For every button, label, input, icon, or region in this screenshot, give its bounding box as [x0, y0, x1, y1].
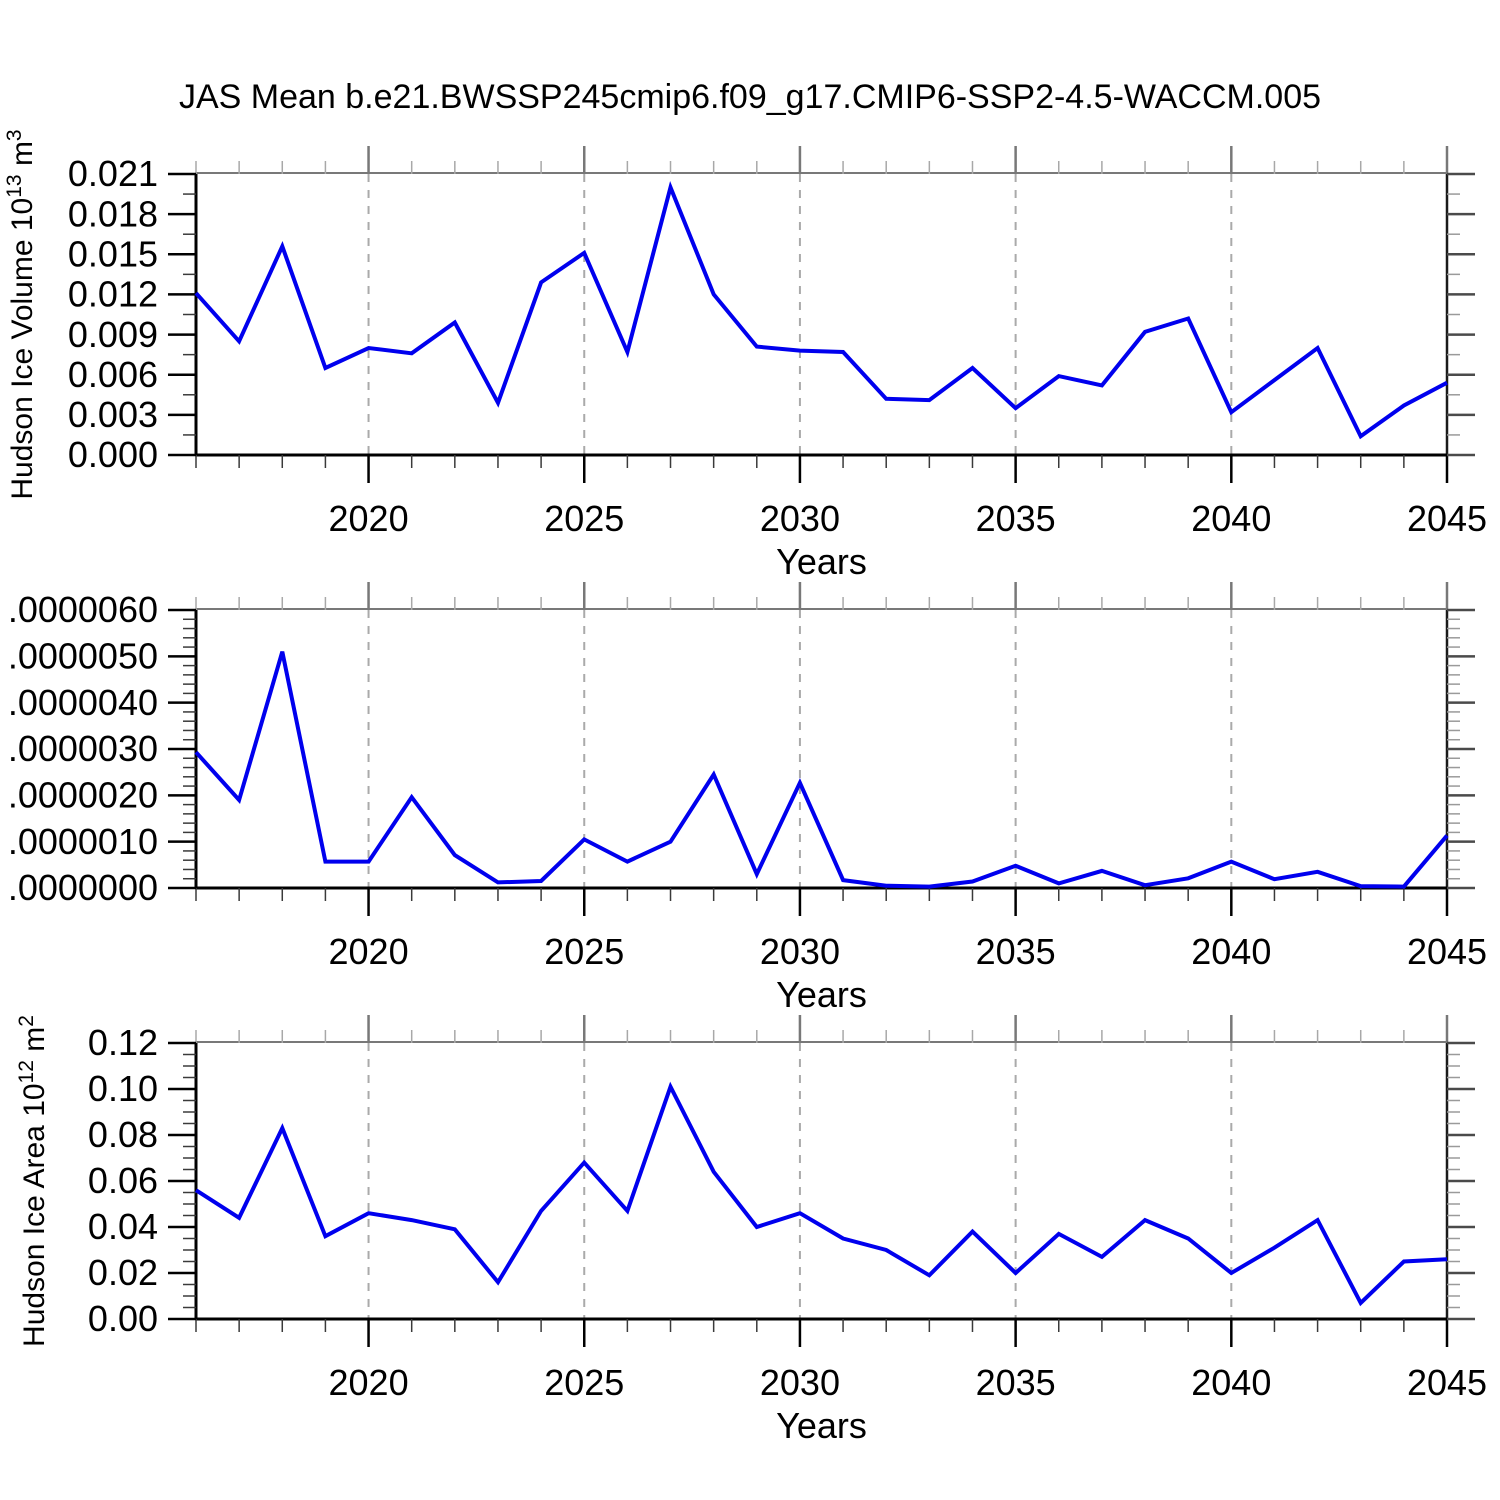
plot-frame: [194, 1041, 1449, 1321]
y-ticks: [168, 172, 1475, 457]
y-tick-label: 0.04: [88, 1206, 158, 1247]
y-tick-label: .0000060: [8, 589, 158, 630]
y-tick-label: 0.000: [68, 434, 158, 475]
x-tick-label: 2020: [329, 931, 409, 972]
x-ticks: [195, 146, 1449, 483]
y-tick-label: 0.003: [68, 394, 158, 435]
y-tick-label: .0000020: [8, 775, 158, 816]
plot-frame: [194, 608, 1449, 890]
x-tick-labels: 2020 2025 2030 2035 2040 2045: [329, 931, 1488, 972]
data-series: [194, 181, 1448, 440]
x-tick-label: 2040: [1191, 498, 1271, 539]
x-tick-label: 2045: [1407, 1362, 1487, 1403]
y-tick-label: .0000050: [8, 636, 158, 677]
x-axis-title: Years: [776, 974, 867, 1015]
y-tick-label: 0.009: [68, 314, 158, 355]
y-tick-label: 0.018: [68, 193, 158, 234]
y-tick-label: 0.006: [68, 354, 158, 395]
chart-title: JAS Mean b.e21.BWSSP245cmip6.f09_g17.CMI…: [178, 78, 1322, 116]
x-axis-title: Years: [776, 1405, 867, 1446]
plot-frame: [194, 172, 1449, 457]
x-tick-label: 2040: [1191, 1362, 1271, 1403]
x-tick-labels: 2020 2025 2030 2035 2040 2045: [329, 1362, 1488, 1403]
y-tick-label: .0000030: [8, 728, 158, 769]
x-tick-label: 2025: [544, 1362, 624, 1403]
y-tick-label: 0.10: [88, 1068, 158, 1109]
y-tick-label: 0.08: [88, 1114, 158, 1155]
x-axis-title: Years: [776, 541, 867, 582]
x-tick-label: 2030: [760, 498, 840, 539]
y-tick-label: 0.12: [88, 1022, 158, 1063]
x-tick-label: 2045: [1407, 498, 1487, 539]
y-ticks: [168, 608, 1475, 890]
x-tick-label: 2035: [976, 498, 1056, 539]
x-tick-label: 2030: [760, 931, 840, 972]
y-tick-label: .0000040: [8, 682, 158, 723]
y-axis-title: Hudson Ice Volume 1013 m3: [3, 129, 39, 499]
x-tick-label: 2045: [1407, 931, 1487, 972]
y-tick-labels: 0.00 0.02 0.04 0.06 0.08 0.10 0.12: [88, 1022, 158, 1339]
x-tick-label: 2020: [329, 498, 409, 539]
x-ticks: [195, 582, 1449, 916]
y-tick-label: 0.012: [68, 274, 158, 315]
y-tick-label: 0.00: [88, 1298, 158, 1339]
x-tick-label: 2025: [544, 931, 624, 972]
y-ticks: [168, 1041, 1475, 1321]
x-axis-title: Years: [776, 1405, 867, 1446]
chart-hudson-ice-area: 0.00 0.02 0.04 0.06 0.08 0.10 0.12 2020 2025 2030…: [15, 1015, 1487, 1446]
chart-hudson-ice-middle: .0000000 .0000010 .0000020 .0000030 .0000040…: [8, 582, 1487, 1015]
x-tick-label: 2025: [544, 498, 624, 539]
gridlines: [367, 174, 1233, 455]
data-series: [194, 1081, 1448, 1307]
gridlines: [367, 1043, 1233, 1319]
x-tick-label: 2020: [329, 1362, 409, 1403]
y-tick-label: .0000000: [8, 867, 158, 908]
data-line: [194, 1081, 1448, 1307]
y-tick-label: 0.015: [68, 234, 158, 275]
x-tick-label: 2030: [760, 1362, 840, 1403]
y-tick-label: .0000010: [8, 821, 158, 862]
x-axis-title: Years: [776, 974, 867, 1015]
gridlines: [367, 610, 1233, 888]
chart-hudson-ice-volume: 0.0000.0030.0060.0090.0120.0150.0180.021…: [3, 129, 1487, 582]
x-tick-labels: 2020 2025 2030 2035 2040 2045: [329, 498, 1488, 539]
x-tick-label: 2035: [976, 931, 1056, 972]
x-ticks: [195, 1015, 1449, 1347]
x-tick-label: 2040: [1191, 931, 1271, 972]
y-axis-title: Hudson Ice Area 1012 m2: [15, 1015, 51, 1347]
y-axis-title: Hudson Ice Volume 1013 m3: [3, 129, 39, 499]
y-tick-label: 0.06: [88, 1160, 158, 1201]
data-line: [194, 181, 1448, 440]
x-axis-title: Years: [776, 541, 867, 582]
y-axis-title: Hudson Ice Area 1012 m2: [15, 1015, 51, 1347]
data-series: [194, 651, 1449, 889]
y-tick-label: 0.02: [88, 1252, 158, 1293]
data-line: [194, 651, 1449, 889]
x-tick-label: 2035: [976, 1362, 1056, 1403]
y-tick-labels: .0000000 .0000010 .0000020 .0000030 .0000040…: [8, 589, 158, 908]
y-tick-label: 0.021: [68, 153, 158, 194]
